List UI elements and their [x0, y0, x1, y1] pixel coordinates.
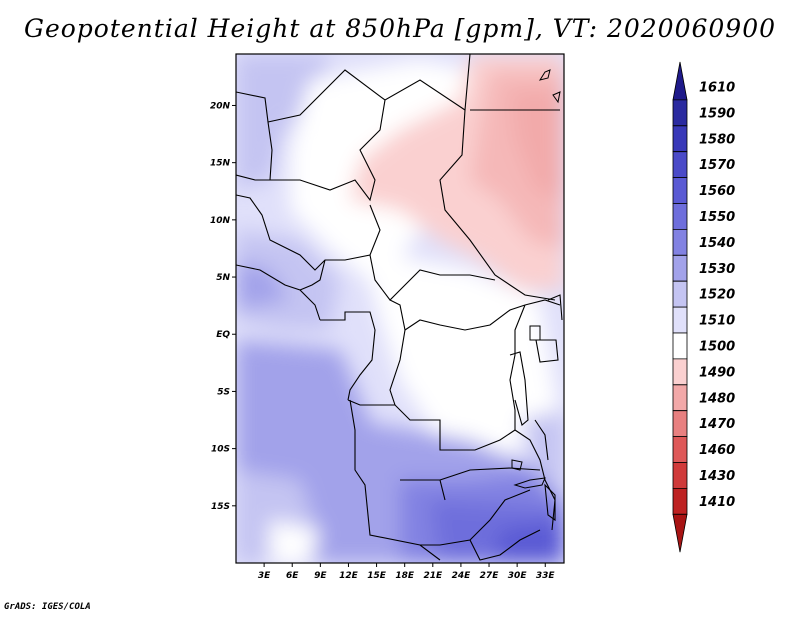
colorbar-segment: [672, 151, 688, 179]
country-boundaries: [236, 54, 563, 561]
grads-credit: GrADS: IGES/COLA: [4, 602, 91, 612]
colorbar-segment: [672, 125, 688, 153]
colorbar-segment: [672, 203, 688, 230]
colorbar-label: 1580: [699, 132, 735, 147]
lon-tick-label: 15E: [367, 571, 387, 581]
lat-tick-label: 10N: [210, 216, 231, 226]
lat-tick-label: 5N: [216, 273, 230, 283]
colorbar-segment: [672, 332, 688, 360]
colorbar-segment: [672, 61, 688, 101]
colorbar-segment: [672, 254, 688, 282]
map-frame: [235, 53, 565, 564]
colorbar-label: 1550: [699, 210, 735, 225]
colorbar-label: 1490: [699, 365, 735, 380]
lon-tick-label: 12E: [339, 571, 359, 581]
colorbar-segment: [672, 384, 688, 412]
lon-tick-label: 18E: [395, 571, 415, 581]
height-field: [236, 54, 564, 563]
longitude-ticks: 3E 6E 9E 12E 15E 18E 21E 24E 27E 30E 33E: [258, 563, 556, 581]
lat-tick-label: EQ: [216, 330, 230, 340]
colorbar-label: 1570: [699, 158, 735, 173]
colorbar-segment: [672, 177, 688, 204]
chart-title: Geopotential Height at 850hPa [gpm], VT:…: [23, 14, 777, 43]
lat-tick-label: 20N: [210, 101, 231, 111]
lat-tick-label: 15N: [210, 159, 231, 169]
colorbar-segment: [672, 487, 688, 515]
lon-tick-label: 33E: [536, 571, 556, 581]
colorbar-label: 1470: [699, 417, 735, 432]
colorbar-segment: [672, 228, 688, 256]
latitude-ticks: 20N 15N 10N 5N EQ 5S 10S 15S: [210, 101, 236, 512]
colorbar-segment: [672, 358, 688, 386]
lon-tick-label: 30E: [508, 571, 528, 581]
colorbar-segment: [672, 436, 688, 463]
colorbar-label: 1610: [699, 80, 735, 95]
colorbar-segment: [672, 280, 688, 308]
colorbar-label: 1520: [699, 288, 735, 303]
colorbar-label: 1540: [699, 236, 735, 251]
colorbar-label: 1560: [699, 184, 735, 199]
lat-tick-label: 5S: [217, 387, 230, 397]
colorbar-label: 1460: [699, 443, 735, 458]
colorbar-segment: [672, 99, 688, 127]
colorbar-segment: [672, 410, 688, 438]
lon-tick-label: 24E: [452, 571, 472, 581]
colorbar-label: 1530: [699, 262, 735, 277]
colorbar-segment: [672, 513, 688, 553]
colorbar-label: 1590: [699, 106, 735, 121]
lakes: [511, 69, 561, 489]
colorbar-segment: [672, 462, 688, 489]
lon-tick-label: 9E: [314, 571, 327, 581]
colorbar-label: 1510: [699, 314, 735, 329]
lon-tick-label: 6E: [286, 571, 299, 581]
colorbar-segment: [672, 306, 688, 334]
colorbar-label: 1430: [699, 469, 735, 484]
colorbar: 1610 1590 1580 1570 1560 1550 1540 1530 1520 1510…: [672, 61, 735, 553]
colorbar-label: 1500: [699, 339, 735, 354]
colorbar-label: 1480: [699, 391, 735, 406]
colorbar-label: 1410: [699, 495, 735, 510]
lat-tick-label: 15S: [211, 502, 230, 512]
lon-tick-label: 27E: [480, 571, 500, 581]
lon-tick-label: 3E: [258, 571, 271, 581]
lat-tick-label: 10S: [211, 445, 230, 455]
lon-tick-label: 21E: [423, 571, 443, 581]
